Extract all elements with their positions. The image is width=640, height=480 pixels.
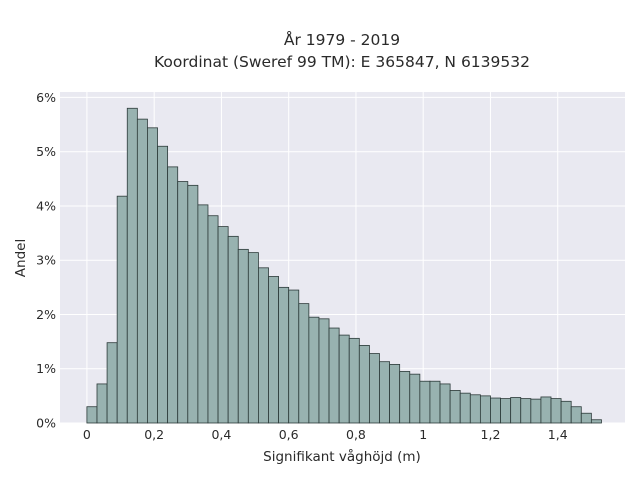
x-tick-label: 1 xyxy=(419,427,427,442)
histogram-bar xyxy=(530,398,542,424)
histogram-bar xyxy=(187,184,199,424)
y-tick-label: 4% xyxy=(36,198,56,213)
histogram-bar xyxy=(490,397,501,424)
histogram-bar xyxy=(177,181,189,424)
histogram-bar xyxy=(520,398,532,424)
histogram-bar xyxy=(338,334,350,424)
histogram-bar xyxy=(459,392,471,424)
x-axis-ticks: 0 0,2 0,4 0,6 0,8 1 1,2 1,4 xyxy=(83,427,568,442)
histogram-bar xyxy=(560,400,572,424)
histogram-bar xyxy=(298,303,310,424)
histogram-bar xyxy=(580,412,592,424)
histogram-bar xyxy=(500,398,512,424)
histogram-bar xyxy=(96,383,108,424)
histogram-bar xyxy=(369,353,380,424)
histogram-bar xyxy=(167,166,179,424)
histogram-bar xyxy=(479,395,491,424)
histogram-bar xyxy=(399,371,411,424)
histogram-bar xyxy=(106,342,118,424)
chart-title-line-1: År 1979 - 2019 xyxy=(284,30,400,49)
histogram-bar xyxy=(469,394,481,424)
histogram-bar xyxy=(258,267,269,424)
histogram-bar xyxy=(197,204,209,424)
histogram-bar xyxy=(227,235,239,424)
x-tick-label: 0,4 xyxy=(211,427,231,442)
histogram-bar xyxy=(217,226,229,424)
histogram-bar xyxy=(409,373,421,424)
histogram-bar xyxy=(429,380,441,424)
histogram-bar xyxy=(379,361,390,424)
x-tick-label: 1,4 xyxy=(548,427,568,442)
histogram-bar xyxy=(126,107,138,424)
histogram-bar xyxy=(590,419,602,424)
histogram-bar xyxy=(358,345,370,424)
histogram-bar xyxy=(288,289,300,424)
x-tick-label: 0,6 xyxy=(279,427,299,442)
x-tick-label: 1,2 xyxy=(481,427,501,442)
histogram-bar xyxy=(116,195,128,424)
y-tick-label: 3% xyxy=(36,253,56,268)
histogram-bar xyxy=(550,398,562,424)
histogram-bar xyxy=(147,127,158,424)
histogram-bar xyxy=(449,390,461,424)
histogram-bar xyxy=(207,215,219,424)
histogram-bar xyxy=(157,145,169,424)
x-axis-label: Signifikant våghöjd (m) xyxy=(263,448,421,465)
y-axis-label: Andel xyxy=(13,239,29,277)
histogram-bar xyxy=(510,397,522,424)
histogram-bar xyxy=(389,363,401,424)
y-tick-label: 2% xyxy=(36,307,56,322)
x-tick-label: 0 xyxy=(83,427,91,442)
y-axis-ticks: 0% 1% 2% 3% 4% 5% 6% xyxy=(36,90,56,431)
histogram-bar xyxy=(278,286,290,424)
histogram-bars xyxy=(86,107,602,424)
y-tick-label: 6% xyxy=(36,90,56,105)
histogram-bar xyxy=(540,396,552,424)
histogram-bar xyxy=(439,383,451,424)
histogram-bar xyxy=(86,406,98,424)
chart-title-line-2: Koordinat (Sweref 99 TM): E 365847, N 61… xyxy=(154,53,530,71)
x-tick-label: 0,2 xyxy=(144,427,164,442)
histogram-bar xyxy=(419,380,431,424)
histogram-bar xyxy=(328,327,340,424)
histogram-bar xyxy=(247,252,259,424)
histogram-bar xyxy=(348,337,360,424)
histogram-bar xyxy=(308,316,320,424)
x-tick-label: 0,8 xyxy=(346,427,366,442)
histogram-bar xyxy=(136,118,148,424)
histogram-bar xyxy=(237,248,249,424)
histogram-bar xyxy=(318,318,330,424)
histogram-bar xyxy=(268,276,280,424)
y-tick-label: 1% xyxy=(36,361,56,376)
y-tick-label: 5% xyxy=(36,144,56,159)
histogram-bar xyxy=(570,406,582,424)
y-tick-label: 0% xyxy=(36,416,56,431)
